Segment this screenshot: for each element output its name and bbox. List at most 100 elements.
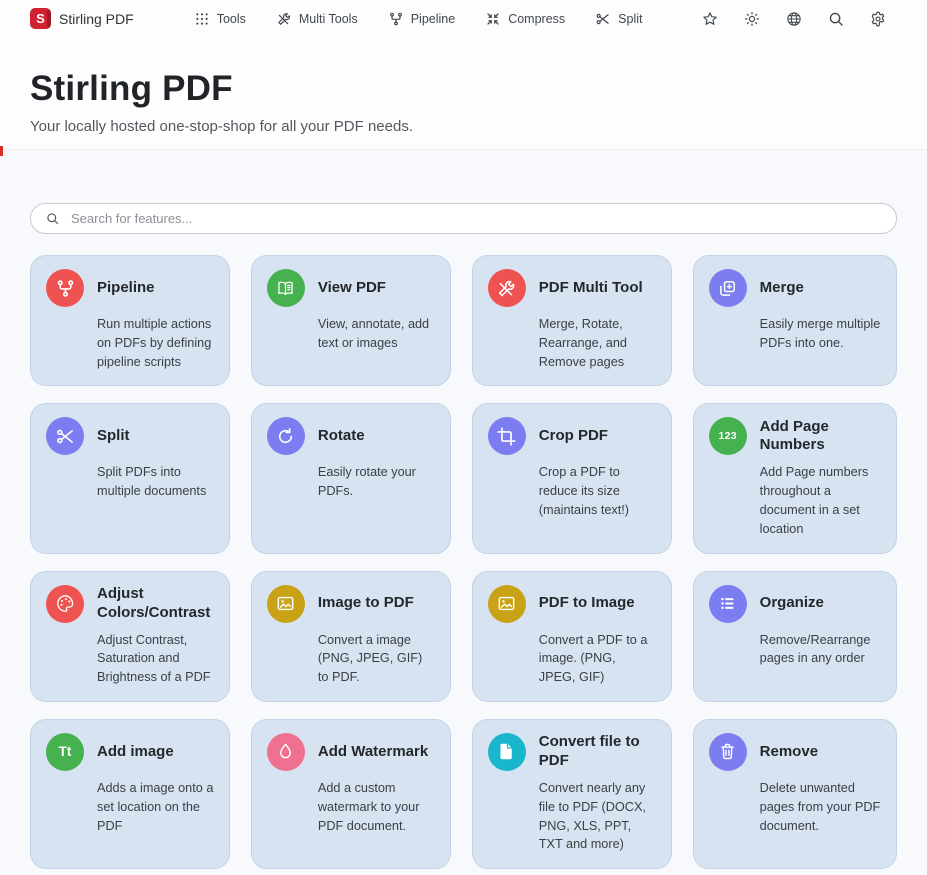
card-head: Adjust Colors/Contrast xyxy=(46,584,214,623)
brand-label: Stirling PDF xyxy=(59,10,134,27)
brand-home-link[interactable]: S Stirling PDF xyxy=(30,8,134,29)
feature-card-add-watermark[interactable]: Add Watermark Add a custom watermark to y… xyxy=(250,718,451,870)
nav-item-pipeline[interactable]: Pipeline xyxy=(388,11,455,27)
card-description: Easily merge multiple PDFs into one. xyxy=(759,317,881,350)
nav-item-tools[interactable]: Tools xyxy=(194,11,246,27)
nav-menu: Tools Multi Tools Pipeline Compress Split xyxy=(194,11,642,27)
feature-card-merge[interactable]: Merge Easily merge multiple PDFs into one… xyxy=(692,255,897,387)
card-head: View PDF xyxy=(266,269,435,307)
card-head: Split xyxy=(46,417,214,456)
file-icon xyxy=(487,732,526,771)
card-title: Rotate xyxy=(317,427,365,445)
feature-card-pipeline[interactable]: Pipeline Run multiple actions on PDFs by … xyxy=(30,255,230,387)
nav-item-label: Compress xyxy=(508,11,566,26)
feature-card-add-image[interactable]: Tt Add image Adds a image onto a set locat… xyxy=(30,718,230,870)
card-title: Pipeline xyxy=(97,278,155,296)
pipeline-icon xyxy=(46,269,84,307)
feature-card-organize[interactable]: Organize Remove/Rearrange pages in any or… xyxy=(692,570,897,702)
nav-item-compress[interactable]: Compress xyxy=(485,11,565,27)
card-title: Remove xyxy=(759,742,819,760)
palette-icon xyxy=(46,584,84,623)
card-head: Image to PDF xyxy=(266,584,435,623)
pipeline-icon xyxy=(388,11,404,27)
list-icon xyxy=(708,584,747,623)
feature-card-pdf-multi-tool[interactable]: PDF Multi Tool Merge, Rotate, Rearrange, … xyxy=(471,255,672,387)
feature-card-add-page-numbers[interactable]: 123 Add Page Numbers Add Page numbers thro… xyxy=(692,403,897,554)
page-title: Stirling PDF xyxy=(30,69,233,108)
left-edge-red-mark xyxy=(0,146,3,156)
star-icon[interactable] xyxy=(701,10,719,28)
numbers-123-icon: 123 xyxy=(708,417,747,456)
main-content: Pipeline Run multiple actions on PDFs by … xyxy=(0,150,927,875)
feature-card-grid: Pipeline Run multiple actions on PDFs by … xyxy=(30,255,897,875)
card-description: Convert a PDF to a image. (PNG, JPEG, GI… xyxy=(538,632,648,685)
feature-search-bar[interactable] xyxy=(30,203,897,234)
card-description: Merge, Rotate, Rearrange, and Remove pag… xyxy=(538,317,627,369)
search-icon xyxy=(45,211,60,226)
card-title: Image to PDF xyxy=(317,594,414,612)
language-globe-icon[interactable] xyxy=(785,10,803,28)
card-title: View PDF xyxy=(317,278,386,296)
feature-card-image-to-pdf[interactable]: Image to PDF Convert a image (PNG, JPEG, … xyxy=(250,570,451,702)
card-head: 123 Add Page Numbers xyxy=(708,417,881,456)
card-head: Pipeline xyxy=(46,269,214,307)
stirling-pdf-logo: S xyxy=(30,8,51,29)
feature-card-adjust-colors-contrast[interactable]: Adjust Colors/Contrast Adjust Contrast, S… xyxy=(30,570,230,702)
feature-card-convert-file-to-pdf[interactable]: Convert file to PDF Convert nearly any fi… xyxy=(471,718,672,870)
scissors-icon xyxy=(46,417,84,456)
nav-item-split[interactable]: Split xyxy=(595,11,642,27)
search-icon[interactable] xyxy=(827,10,845,28)
card-description: Convert a image (PNG, JPEG, GIF) to PDF. xyxy=(317,632,423,685)
feature-card-rotate[interactable]: Rotate Easily rotate your PDFs. xyxy=(250,403,451,554)
card-title: Split xyxy=(97,427,130,445)
card-head: Merge xyxy=(708,269,881,307)
card-title: PDF Multi Tool xyxy=(538,278,643,296)
theme-sun-icon[interactable] xyxy=(743,10,761,28)
feature-card-crop-pdf[interactable]: Crop PDF Crop a PDF to reduce its size (m… xyxy=(471,403,672,554)
crop-icon xyxy=(487,417,526,456)
card-description: View, annotate, add text or images xyxy=(317,317,430,350)
nav-item-label: Multi Tools xyxy=(298,11,358,26)
card-head: PDF Multi Tool xyxy=(487,269,656,307)
top-navbar: S Stirling PDF Tools Multi Tools Pipeline C… xyxy=(0,0,927,33)
card-head: PDF to Image xyxy=(487,584,656,623)
settings-gear-icon[interactable] xyxy=(869,10,887,28)
scissors-icon xyxy=(595,11,611,27)
card-head: Remove xyxy=(708,732,881,771)
feature-card-pdf-to-image[interactable]: PDF to Image Convert a PDF to a image. (P… xyxy=(471,570,672,702)
nav-item-multi-tools[interactable]: Multi Tools xyxy=(276,11,358,27)
search-input[interactable] xyxy=(71,211,882,226)
apps-grid-icon xyxy=(194,11,210,27)
droplet-icon xyxy=(266,732,305,771)
multi-tools-icon xyxy=(487,269,526,307)
card-title: PDF to Image xyxy=(538,594,635,612)
card-head: Organize xyxy=(708,584,881,623)
nav-item-label: Tools xyxy=(216,11,246,26)
card-title: Crop PDF xyxy=(538,427,608,445)
image-icon xyxy=(487,584,526,623)
card-description: Crop a PDF to reduce its size (maintains… xyxy=(538,465,630,517)
card-head: Add Watermark xyxy=(266,732,435,771)
card-description: Remove/Rearrange pages in any order xyxy=(759,632,871,666)
card-description: Convert nearly any file to PDF (DOCX, PN… xyxy=(538,780,646,852)
page-subtitle: Your locally hosted one-stop-shop for al… xyxy=(30,118,413,135)
nav-item-label: Pipeline xyxy=(410,11,456,26)
card-head: Tt Add image xyxy=(46,732,214,771)
feature-card-split[interactable]: Split Split PDFs into multiple documents xyxy=(30,403,230,554)
feature-card-remove[interactable]: Remove Delete unwanted pages from your PD… xyxy=(692,718,897,870)
card-description: Add Page numbers throughout a document i… xyxy=(759,465,869,536)
nav-item-label: Split xyxy=(618,11,643,26)
card-title: Merge xyxy=(759,278,804,296)
card-description: Add a custom watermark to your PDF docum… xyxy=(317,780,420,833)
multi-tools-icon xyxy=(276,11,292,27)
card-description: Run multiple actions on PDFs by defining… xyxy=(97,317,212,369)
image-icon xyxy=(266,584,305,623)
card-title: Adjust Colors/Contrast xyxy=(97,584,211,621)
trash-icon xyxy=(708,732,747,771)
hero-section: Stirling PDF Your locally hosted one-sto… xyxy=(0,33,927,135)
feature-card-view-pdf[interactable]: View PDF View, annotate, add text or imag… xyxy=(250,255,451,387)
card-description: Delete unwanted pages from your PDF docu… xyxy=(759,780,881,833)
logo-letter: S xyxy=(36,11,45,26)
card-head: Convert file to PDF xyxy=(487,732,656,771)
card-description: Split PDFs into multiple documents xyxy=(97,465,207,499)
